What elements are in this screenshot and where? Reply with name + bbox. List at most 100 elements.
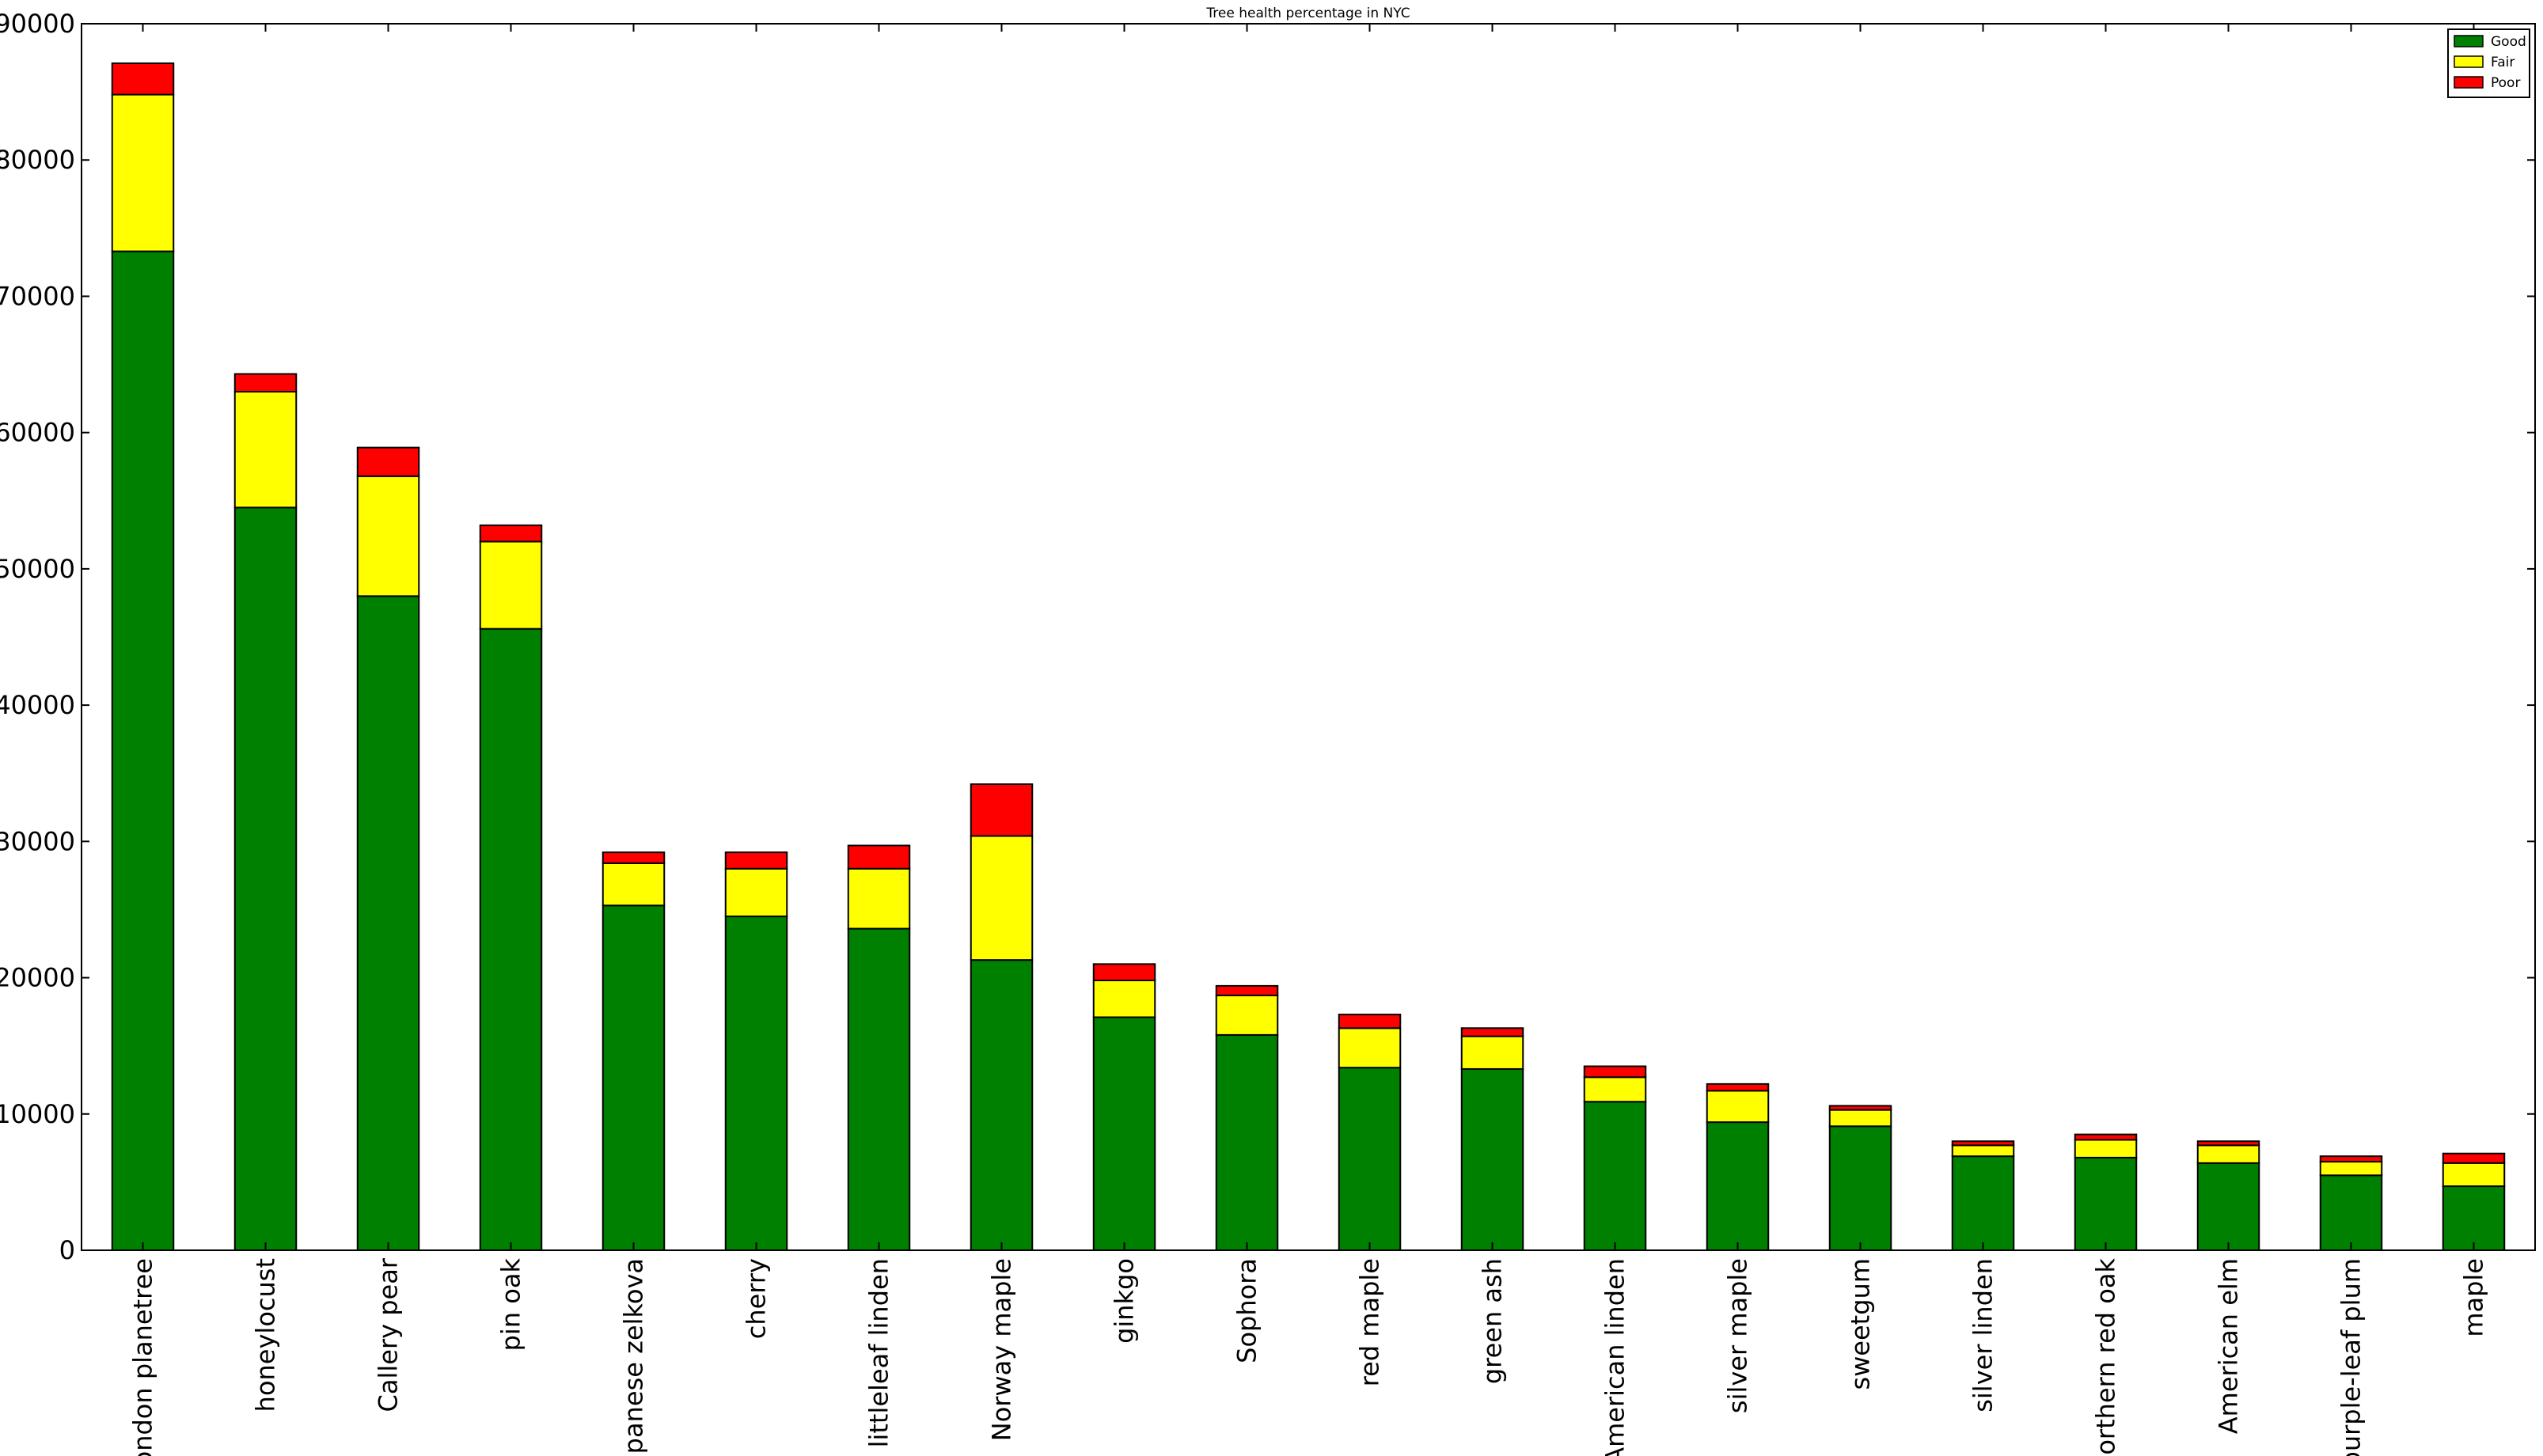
x-tick-label: littleleaf linden bbox=[864, 1258, 894, 1447]
bar-norway-maple-poor bbox=[970, 783, 1034, 837]
bar-honeylocust-good bbox=[233, 506, 298, 1251]
bar-northern-red-oak-fair bbox=[2074, 1139, 2138, 1158]
bar-london-planetree-poor bbox=[111, 62, 175, 96]
bar-japanese-zelkova-poor bbox=[602, 851, 666, 864]
x-tick-label: silver maple bbox=[1723, 1258, 1753, 1413]
bar-silver-linden-fair bbox=[1951, 1144, 2015, 1158]
bar-american-linden-fair bbox=[1583, 1076, 1647, 1103]
bar-ginkgo-poor bbox=[1092, 963, 1156, 981]
bars-layer bbox=[111, 62, 2506, 1252]
chart-title: Tree health percentage in NYC bbox=[1205, 6, 1410, 21]
x-tick-label: sweetgum bbox=[1846, 1258, 1876, 1390]
y-tick-label: 30000 bbox=[0, 826, 75, 856]
bar-littleleaf-linden-fair bbox=[847, 867, 911, 930]
bar-american-linden-good bbox=[1583, 1101, 1647, 1252]
y-axis: 0 10000 20000 30000 40000 50000 60000 70000 8000… bbox=[0, 9, 2535, 1265]
bar-green-ash-poor bbox=[1460, 1027, 1524, 1037]
bar-northern-red-oak-poor bbox=[2074, 1133, 2138, 1141]
bar-honeylocust-fair bbox=[233, 391, 298, 509]
bar-ginkgo-fair bbox=[1092, 980, 1156, 1018]
y-tick-label: 10000 bbox=[0, 1099, 75, 1129]
x-tick-label: pin oak bbox=[496, 1258, 526, 1352]
bar-maple-fair bbox=[2442, 1162, 2506, 1188]
y-tick-label: 80000 bbox=[0, 145, 75, 175]
bar-american-elm-fair bbox=[2196, 1144, 2260, 1164]
x-tick-label: green ash bbox=[1478, 1258, 1508, 1384]
bar-callery-pear-fair bbox=[356, 475, 420, 597]
y-tick-label: 0 bbox=[59, 1235, 75, 1265]
bar-pin-oak-good bbox=[479, 628, 543, 1251]
bar-pin-oak-fair bbox=[479, 540, 543, 630]
x-tick-label: cherry bbox=[742, 1258, 772, 1339]
y-tick-label: 40000 bbox=[0, 690, 75, 720]
y-tick-label: 60000 bbox=[0, 418, 75, 448]
bar-norway-maple-fair bbox=[970, 835, 1034, 961]
bar-sweetgum-good bbox=[1828, 1125, 1892, 1252]
legend-label-good: Good bbox=[2491, 34, 2526, 50]
x-tick-label: American linden bbox=[1600, 1258, 1630, 1456]
bar-sweetgum-poor bbox=[1828, 1105, 1892, 1111]
x-tick-label: silver linden bbox=[1968, 1258, 1998, 1412]
bar-american-elm-poor bbox=[2196, 1140, 2260, 1147]
x-tick-label: Callery pear bbox=[374, 1257, 404, 1412]
bar-silver-linden-good bbox=[1951, 1155, 2015, 1252]
bar-london-planetree-good bbox=[111, 250, 175, 1251]
bar-callery-pear-good bbox=[356, 595, 420, 1251]
x-tick-label: Norway maple bbox=[987, 1258, 1017, 1441]
bar-red-maple-good bbox=[1338, 1067, 1402, 1251]
plot-frame bbox=[81, 23, 2536, 1251]
bar-american-elm-good bbox=[2196, 1162, 2260, 1252]
bar-cherry-poor bbox=[724, 851, 788, 870]
bar-silver-maple-fair bbox=[1706, 1090, 1770, 1124]
y-tick-label: 50000 bbox=[0, 554, 75, 584]
legend-swatch-fair bbox=[2454, 55, 2484, 68]
bar-silver-maple-good bbox=[1706, 1121, 1770, 1251]
legend: Good Fair Poor bbox=[2447, 28, 2530, 98]
x-tick-label: red maple bbox=[1355, 1258, 1385, 1386]
bar-callery-pear-poor bbox=[356, 446, 420, 477]
bar-northern-red-oak-good bbox=[2074, 1156, 2138, 1252]
bar-purple-leaf-plum-poor bbox=[2319, 1155, 2383, 1163]
bar-littleleaf-linden-poor bbox=[847, 844, 911, 870]
bar-american-linden-poor bbox=[1583, 1065, 1647, 1079]
bar-red-maple-fair bbox=[1338, 1027, 1402, 1069]
bar-honeylocust-poor bbox=[233, 373, 298, 392]
bar-sophora-poor bbox=[1215, 984, 1279, 996]
x-tick-label: maple bbox=[2459, 1258, 2489, 1337]
bar-cherry-fair bbox=[724, 867, 788, 918]
x-tick-label: honeylocust bbox=[251, 1258, 281, 1412]
bar-london-planetree-fair bbox=[111, 93, 175, 252]
x-axis: London planetree honeylocust Callery pear p… bbox=[128, 24, 2489, 1456]
legend-label-poor: Poor bbox=[2491, 75, 2520, 91]
y-tick-label: 20000 bbox=[0, 963, 75, 993]
bar-maple-poor bbox=[2442, 1152, 2506, 1164]
x-tick-label: ginkgo bbox=[1110, 1258, 1140, 1344]
bar-ginkgo-good bbox=[1092, 1016, 1156, 1251]
bar-sophora-fair bbox=[1215, 994, 1279, 1036]
bar-purple-leaf-plum-good bbox=[2319, 1174, 2383, 1252]
bar-purple-leaf-plum-fair bbox=[2319, 1161, 2383, 1177]
bar-silver-linden-poor bbox=[1951, 1140, 2015, 1147]
bar-cherry-good bbox=[724, 916, 788, 1252]
bar-green-ash-good bbox=[1460, 1067, 1524, 1251]
x-tick-label: American elm bbox=[2214, 1258, 2244, 1434]
x-tick-label: northern red oak bbox=[2091, 1258, 2121, 1456]
bar-japanese-zelkova-good bbox=[602, 904, 666, 1252]
x-tick-label: London planetree bbox=[128, 1258, 158, 1456]
bar-silver-maple-poor bbox=[1706, 1083, 1770, 1092]
bar-maple-good bbox=[2442, 1185, 2506, 1252]
legend-swatch-good bbox=[2454, 35, 2484, 47]
y-tick-label: 70000 bbox=[0, 281, 75, 311]
bar-littleleaf-linden-good bbox=[847, 927, 911, 1252]
bar-red-maple-poor bbox=[1338, 1014, 1402, 1029]
x-tick-label: purple-leaf plum bbox=[2336, 1258, 2367, 1456]
x-tick-label: Japanese zelkova bbox=[619, 1258, 649, 1456]
bar-japanese-zelkova-fair bbox=[602, 862, 666, 907]
bar-norway-maple-good bbox=[970, 959, 1034, 1252]
legend-swatch-poor bbox=[2454, 76, 2484, 89]
x-tick-label: Sophora bbox=[1232, 1258, 1262, 1363]
bar-sophora-good bbox=[1215, 1033, 1279, 1251]
bar-pin-oak-poor bbox=[479, 524, 543, 543]
legend-label-fair: Fair bbox=[2491, 55, 2515, 70]
